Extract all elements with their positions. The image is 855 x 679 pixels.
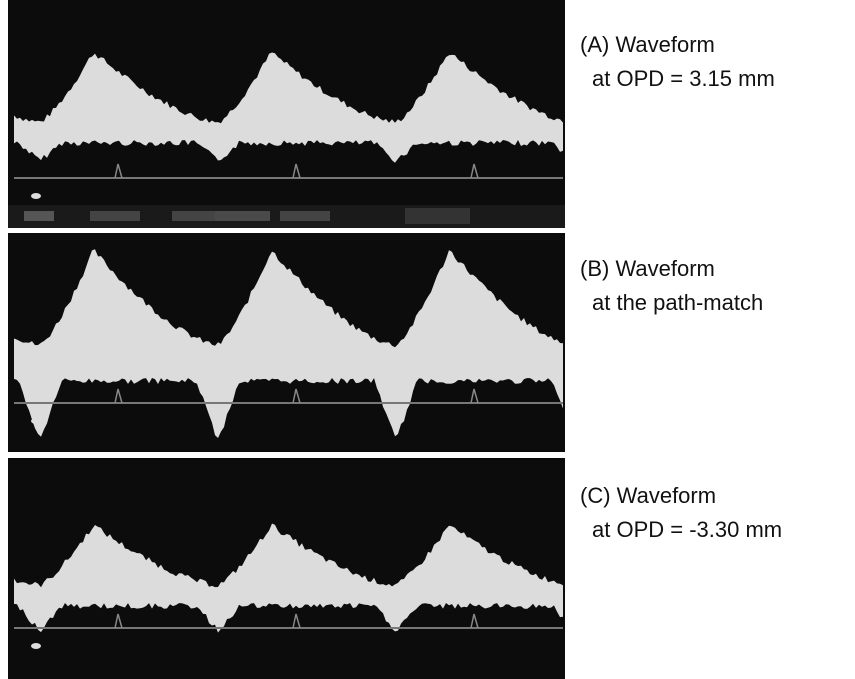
panel-caption: at OPD = -3.30 mm: [592, 517, 782, 542]
figure: (A) Waveform at OPD = 3.15 mm (B) Wavefo…: [0, 0, 855, 679]
indicator: [31, 193, 41, 199]
panel-label: (B) Waveform: [580, 256, 715, 281]
indicator: [31, 643, 41, 649]
panel-label: (C) Waveform: [580, 483, 716, 508]
panel-caption: at the path-match: [592, 290, 763, 315]
panel-label: (A) Waveform: [580, 32, 715, 57]
toolbar: [8, 205, 565, 228]
panel-caption: at OPD = 3.15 mm: [592, 66, 775, 91]
indicator: [31, 418, 41, 424]
